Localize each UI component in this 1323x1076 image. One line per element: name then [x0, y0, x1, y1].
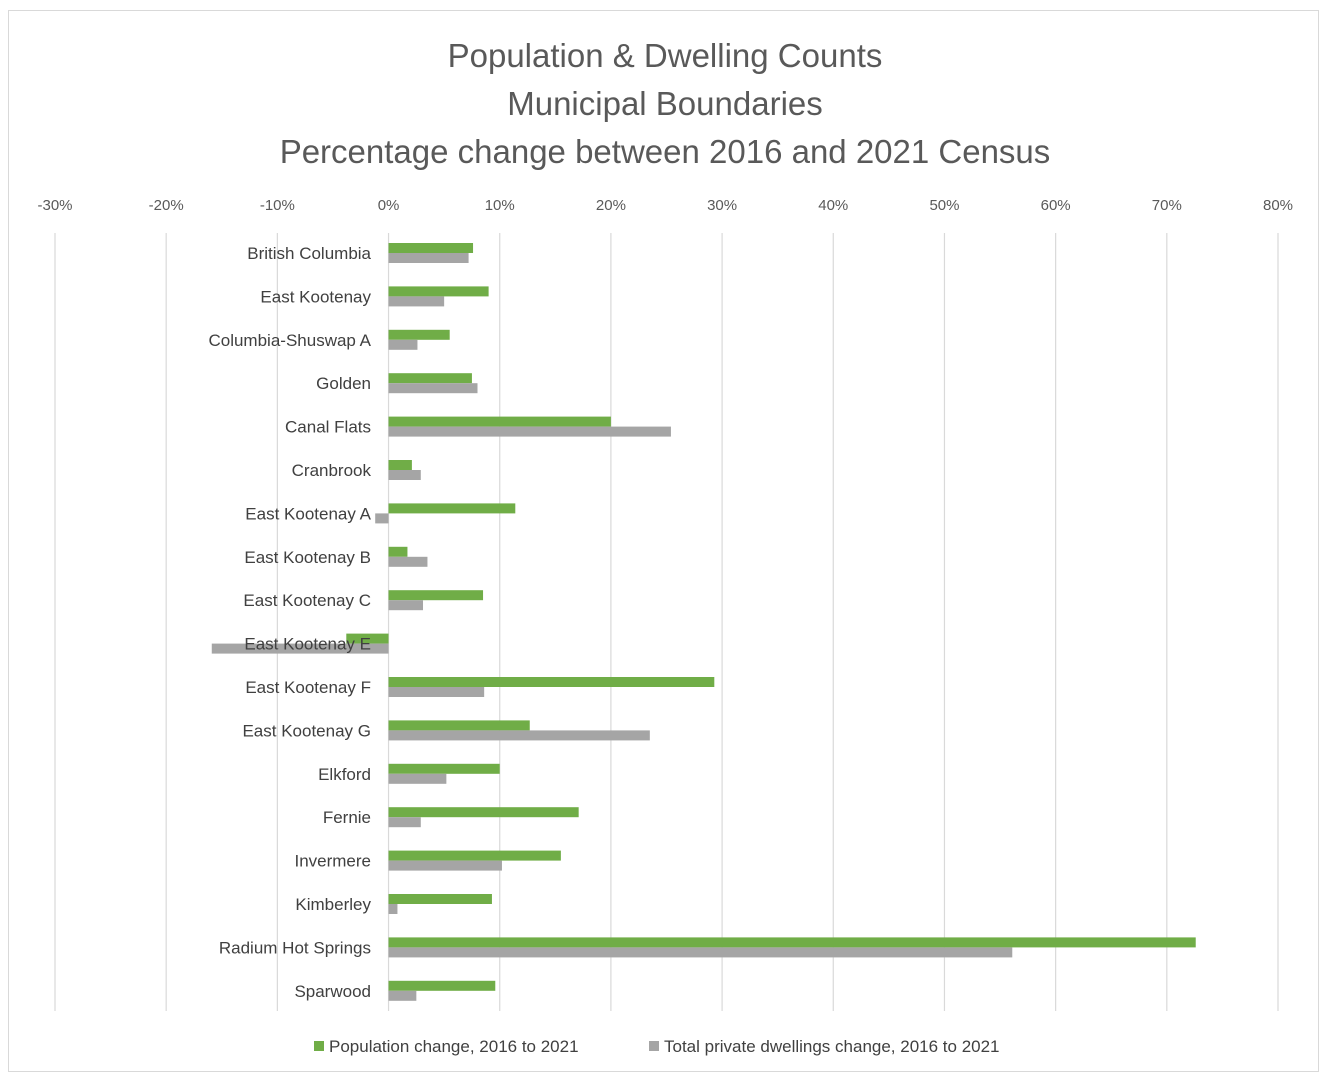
chart-svg: Population & Dwelling Counts Municipal Bo… — [9, 11, 1320, 1073]
chart-title-line: Municipal Boundaries — [507, 85, 823, 122]
category-label: Invermere — [294, 852, 371, 871]
legend-swatch — [649, 1041, 659, 1051]
category-label: Sparwood — [294, 982, 371, 1001]
x-tick-label: 30% — [707, 197, 737, 214]
bar — [389, 720, 530, 730]
bar — [389, 861, 502, 871]
category-label: Kimberley — [295, 895, 371, 914]
x-tick-label: 60% — [1041, 197, 1071, 214]
category-labels: British Columbia East Kootenay Columbia-Sh… — [208, 244, 371, 1001]
bar — [389, 687, 485, 697]
bar — [389, 817, 421, 827]
bar — [389, 807, 579, 817]
category-label: East Kootenay — [260, 287, 371, 306]
legend-swatch — [314, 1041, 324, 1051]
bar — [389, 764, 500, 774]
bar — [389, 330, 450, 340]
x-axis-ticks: -30% -20% -10% 0% 10% 20% 30% 40% 50% 60% 70% 80% — [37, 197, 1293, 214]
category-label: East Kootenay A — [245, 504, 371, 523]
bar — [389, 730, 650, 740]
x-tick-label: -10% — [260, 197, 295, 214]
x-tick-label: 80% — [1263, 197, 1293, 214]
category-label: Fernie — [323, 808, 371, 827]
x-tick-label: 20% — [596, 197, 626, 214]
bar — [389, 947, 1013, 957]
bar — [389, 373, 472, 383]
bar — [389, 417, 611, 427]
category-label: Elkford — [318, 765, 371, 784]
x-tick-label: 50% — [929, 197, 959, 214]
bar — [389, 904, 398, 914]
category-label: Golden — [316, 374, 371, 393]
bar — [389, 340, 418, 350]
chart-title: Population & Dwelling Counts Municipal Bo… — [280, 37, 1051, 170]
bar — [389, 937, 1196, 947]
bar — [389, 894, 492, 904]
category-label: East Kootenay B — [244, 548, 371, 567]
category-label: Columbia-Shuswap A — [208, 331, 371, 350]
bars — [212, 243, 1196, 1001]
bar — [389, 383, 478, 393]
bar — [389, 253, 469, 263]
bar — [389, 296, 445, 306]
chart-title-line: Population & Dwelling Counts — [448, 37, 883, 74]
bar — [389, 243, 473, 253]
bar — [389, 590, 484, 600]
bar — [389, 547, 408, 557]
chart-title-line: Percentage change between 2016 and 2021 … — [280, 133, 1051, 170]
bar — [389, 851, 561, 861]
category-label: Canal Flats — [285, 418, 371, 437]
bar — [389, 470, 421, 480]
bar — [389, 503, 516, 513]
x-tick-label: -30% — [37, 197, 72, 214]
bar — [389, 557, 428, 567]
x-tick-label: -20% — [149, 197, 184, 214]
bar — [375, 513, 388, 523]
category-label: Cranbrook — [292, 461, 372, 480]
bar — [389, 286, 489, 296]
legend-label: Total private dwellings change, 2016 to … — [664, 1037, 1000, 1056]
category-label: East Kootenay E — [244, 635, 371, 654]
category-label: British Columbia — [247, 244, 371, 263]
legend-label: Population change, 2016 to 2021 — [329, 1037, 579, 1056]
bar — [389, 981, 496, 991]
bar — [389, 774, 447, 784]
category-label: East Kootenay G — [242, 721, 371, 740]
bar — [389, 991, 417, 1001]
bar — [389, 677, 715, 687]
category-label: East Kootenay F — [245, 678, 371, 697]
chart-frame: Population & Dwelling Counts Municipal Bo… — [8, 10, 1319, 1072]
category-label: Radium Hot Springs — [219, 938, 371, 957]
bar — [389, 460, 412, 470]
x-tick-label: 40% — [818, 197, 848, 214]
x-tick-label: 0% — [378, 197, 400, 214]
x-tick-label: 70% — [1152, 197, 1182, 214]
bar — [389, 427, 671, 437]
legend: Population change, 2016 to 2021 Total pri… — [314, 1037, 1000, 1056]
category-label: East Kootenay C — [243, 591, 371, 610]
x-tick-label: 10% — [485, 197, 515, 214]
bar — [389, 600, 423, 610]
